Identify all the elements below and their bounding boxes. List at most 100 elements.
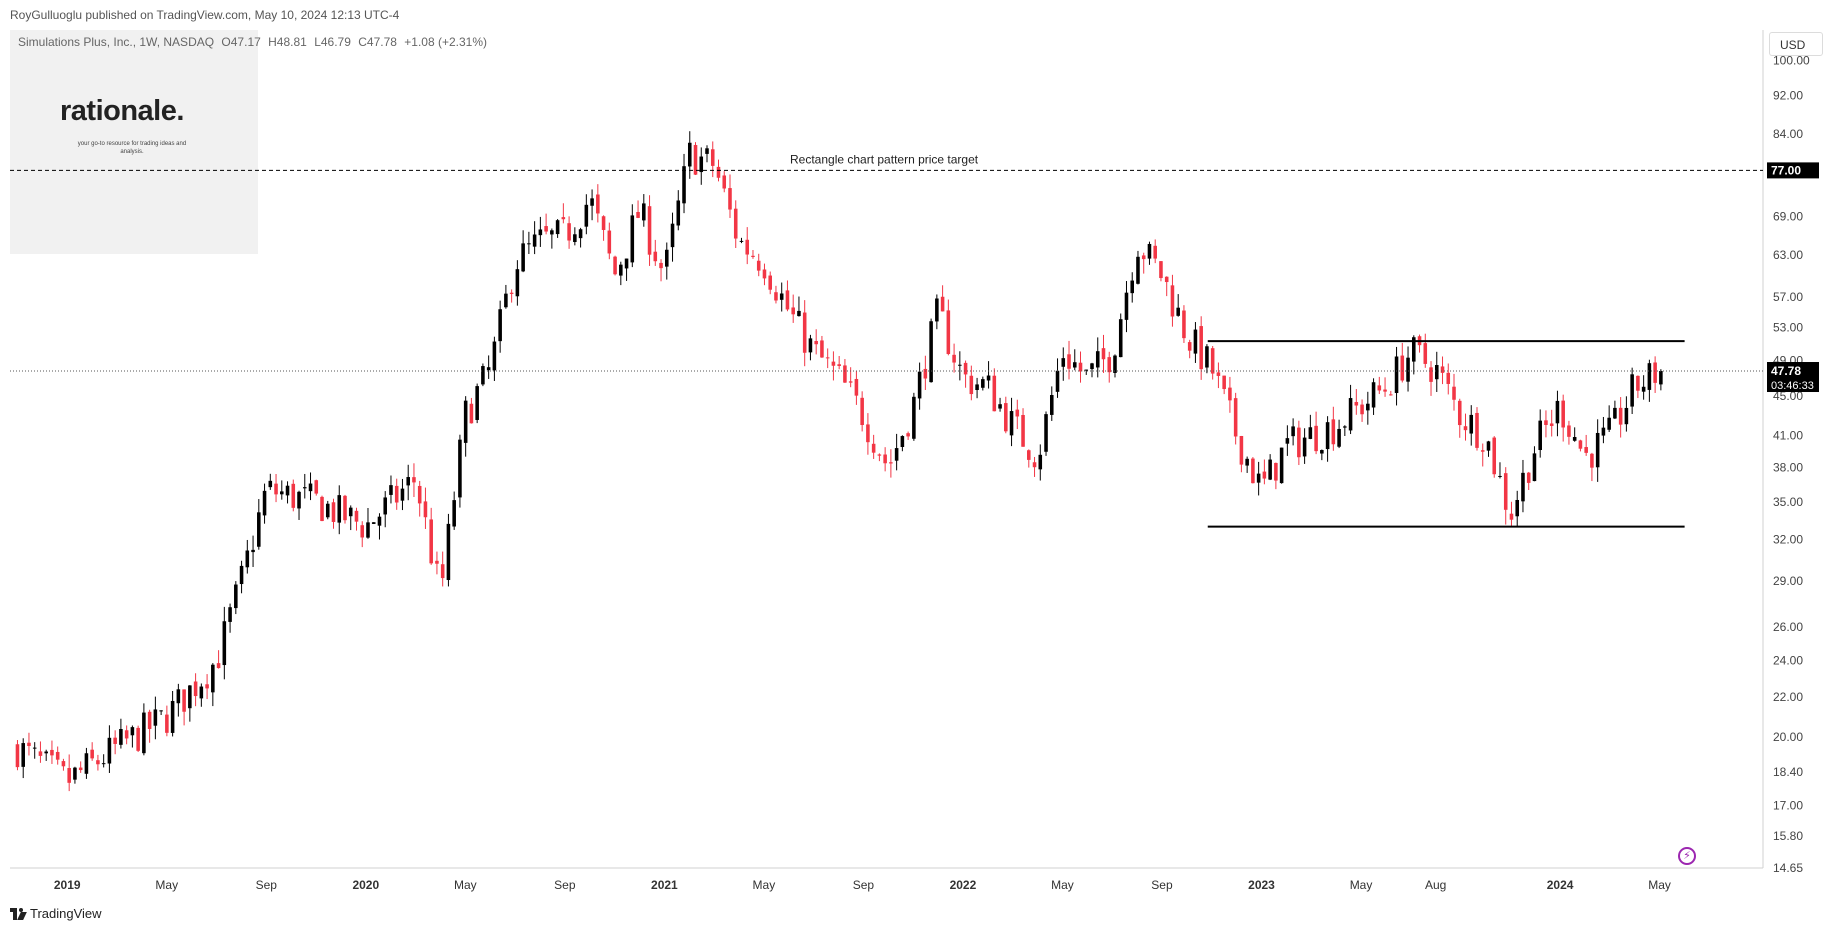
candle-body <box>1366 403 1370 411</box>
candle-body <box>1406 357 1410 382</box>
tradingview-logo-icon <box>10 907 27 920</box>
candle-body <box>1653 362 1657 383</box>
x-tick-label: 2024 <box>1547 878 1574 892</box>
candle-body <box>1124 292 1129 320</box>
candle-body <box>297 491 301 509</box>
x-tick-label: 2021 <box>651 878 678 892</box>
candle-body <box>797 310 801 317</box>
x-tick-label: 2023 <box>1248 878 1275 892</box>
candle-body <box>366 522 370 538</box>
candle-body <box>96 760 100 765</box>
candle-body <box>458 439 462 498</box>
candle-body <box>1256 473 1261 483</box>
candle-body <box>124 730 129 739</box>
candle-body <box>1297 427 1301 458</box>
candle-body <box>360 525 365 538</box>
candle-body <box>751 255 755 257</box>
candle-body <box>268 480 273 488</box>
candle-body <box>1176 307 1180 316</box>
candle-body <box>1078 362 1083 372</box>
x-tick-label: Sep <box>256 878 278 892</box>
candle-body <box>1509 513 1514 520</box>
y-tick-label: 32.00 <box>1773 533 1803 547</box>
candle-body <box>929 321 933 383</box>
candle-body <box>550 230 554 235</box>
candle-body <box>1268 459 1272 480</box>
candle-body <box>1009 411 1014 436</box>
candle-body <box>504 293 508 308</box>
candle-body <box>423 501 428 518</box>
candle-body <box>308 483 313 492</box>
y-tick-label: 18.40 <box>1773 765 1803 779</box>
candle-body <box>44 751 48 754</box>
candle-body <box>343 495 347 521</box>
candle-body <box>1262 471 1267 479</box>
candle-body <box>1113 355 1117 373</box>
candle-body <box>986 375 991 381</box>
candle-body <box>791 307 795 315</box>
candle-body <box>532 234 537 247</box>
candle-body <box>216 663 221 669</box>
candle-body <box>624 258 629 269</box>
candle-body <box>1251 458 1255 484</box>
tradingview-brand[interactable]: TradingView <box>10 906 102 921</box>
legend-close: C47.78 <box>358 35 397 49</box>
candle-body <box>1521 472 1525 502</box>
candle-body <box>1440 366 1445 373</box>
legend-high: H48.81 <box>268 35 307 49</box>
currency-selector[interactable]: USD <box>1769 32 1823 56</box>
candle-body <box>50 749 54 756</box>
candle-body <box>245 550 250 568</box>
candle-body <box>843 365 847 383</box>
candle-body <box>1337 428 1341 447</box>
logo-subtitle: your go-to resource for trading ideas an… <box>77 141 187 155</box>
candle-body <box>705 148 709 154</box>
y-tick-label: 26.00 <box>1773 620 1803 634</box>
candle-body <box>1314 425 1318 452</box>
candle-body <box>1044 414 1048 452</box>
candle-body <box>1118 319 1123 358</box>
candle-body <box>228 607 232 622</box>
candle-body <box>176 689 181 704</box>
candle-body <box>15 744 20 768</box>
candle-body <box>1429 367 1433 382</box>
candle-body <box>130 727 135 736</box>
candle-body <box>728 188 732 210</box>
candle-body <box>320 496 324 522</box>
y-tick-label: 53.00 <box>1773 320 1803 334</box>
candle-body <box>1578 440 1583 449</box>
candle-body <box>665 249 669 267</box>
candle-body <box>825 357 830 359</box>
y-tick-label: 15.80 <box>1773 829 1803 843</box>
candle-body <box>21 743 25 767</box>
candle-body <box>492 341 497 371</box>
candle-body <box>940 296 945 312</box>
y-tick-label: 29.00 <box>1773 574 1803 588</box>
candle-body <box>1159 261 1163 279</box>
candle-body <box>1343 426 1347 428</box>
candle-body <box>1538 420 1542 451</box>
candle-body <box>1354 401 1359 406</box>
y-tick-label: 45.00 <box>1773 389 1803 403</box>
candle-body <box>153 709 158 726</box>
candle-body <box>1475 412 1479 448</box>
candle-body <box>900 436 905 447</box>
candle-body <box>607 230 612 254</box>
flash-icon[interactable]: ⚡ <box>1678 847 1696 865</box>
candle-body <box>142 712 146 754</box>
candle-body <box>1021 414 1025 447</box>
x-tick-label: Sep <box>853 878 875 892</box>
candle-body <box>1141 255 1146 260</box>
candle-body <box>1325 422 1330 450</box>
candle-body <box>1130 280 1135 294</box>
candle-body <box>1331 419 1336 445</box>
candle-body <box>406 477 410 486</box>
candle-body <box>1164 276 1169 283</box>
candle-body <box>1584 447 1588 453</box>
candle-body <box>687 142 692 167</box>
candle-body <box>779 293 784 300</box>
candle-body <box>348 507 353 517</box>
candle-body <box>917 371 922 399</box>
